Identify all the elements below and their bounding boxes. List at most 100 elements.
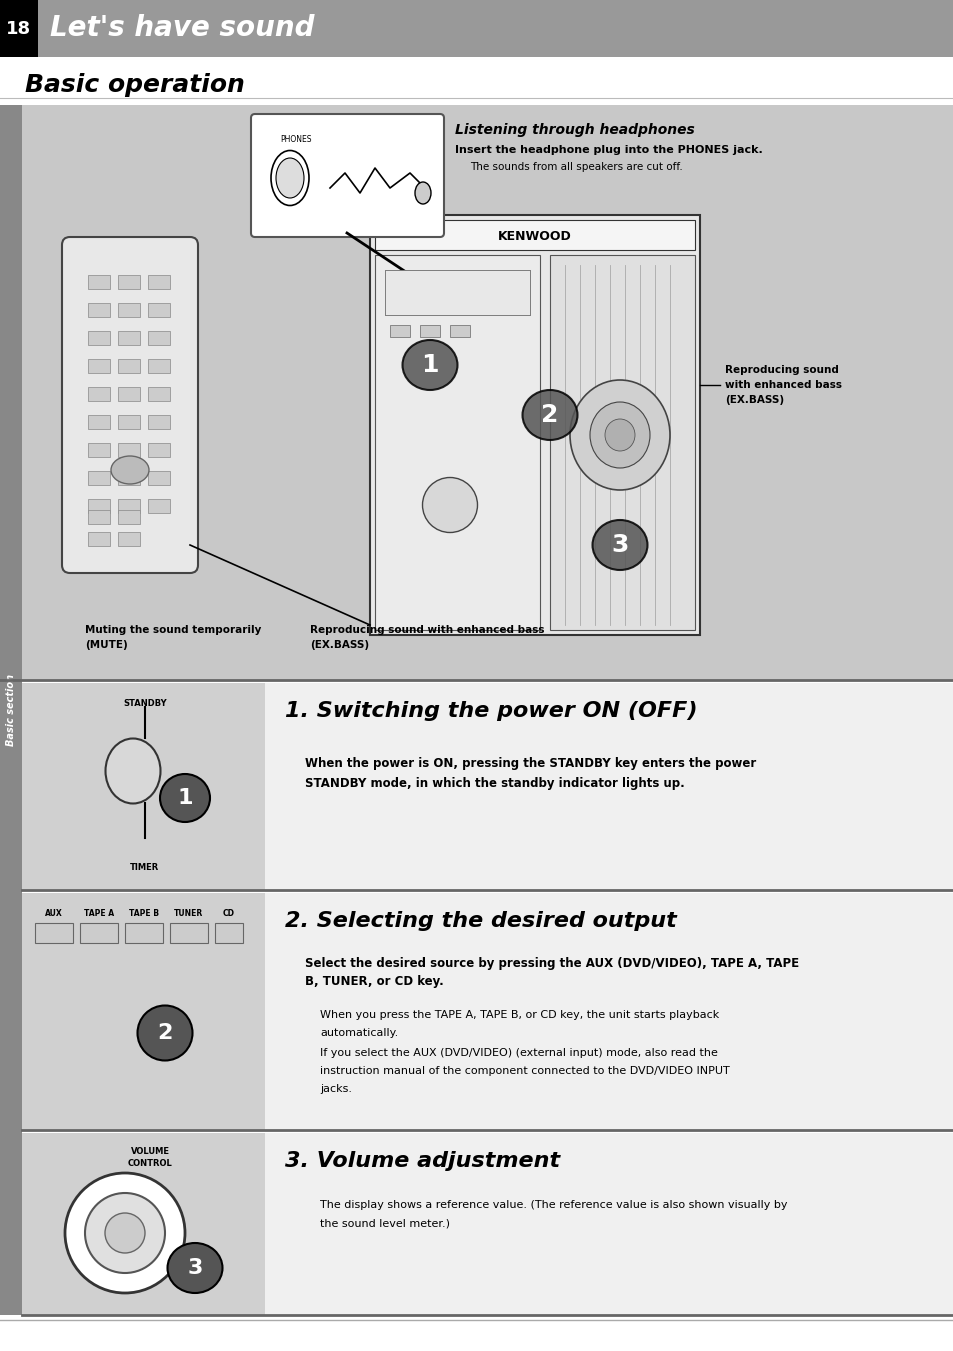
Text: B, TUNER, or CD key.: B, TUNER, or CD key. [305, 974, 443, 988]
Bar [118, 443, 140, 457]
Bar [88, 303, 110, 317]
Bar [148, 471, 170, 485]
Bar [390, 326, 410, 336]
Ellipse shape [522, 390, 577, 440]
Text: If you select the AUX (DVD/VIDEO) (external input) mode, also read the: If you select the AUX (DVD/VIDEO) (exter… [319, 1048, 717, 1058]
FancyBboxPatch shape [251, 113, 443, 236]
Bar [148, 276, 170, 289]
Bar [118, 303, 140, 317]
Ellipse shape [589, 403, 649, 467]
Bar [118, 386, 140, 401]
Bar [118, 331, 140, 345]
Bar [0, 0, 953, 57]
Text: Select the desired source by pressing the AUX (DVD/VIDEO), TAPE A, TAPE: Select the desired source by pressing th… [305, 957, 799, 970]
Ellipse shape [592, 520, 647, 570]
Ellipse shape [422, 477, 477, 532]
Text: Listening through headphones: Listening through headphones [455, 123, 694, 136]
Ellipse shape [275, 158, 304, 199]
Text: automatically.: automatically. [319, 1028, 397, 1038]
Bar [22, 893, 953, 1129]
Ellipse shape [168, 1243, 222, 1293]
Ellipse shape [271, 150, 309, 205]
Bar [148, 443, 170, 457]
Text: PHONES: PHONES [280, 135, 312, 145]
Text: 2: 2 [157, 1023, 172, 1043]
Ellipse shape [65, 1173, 185, 1293]
Text: Reproducing sound: Reproducing sound [724, 365, 838, 376]
Bar [118, 509, 140, 524]
Text: Reproducing sound with enhanced bass: Reproducing sound with enhanced bass [310, 626, 544, 635]
Bar [370, 215, 700, 635]
Text: (EX.BASS): (EX.BASS) [724, 394, 783, 405]
Bar [88, 532, 110, 546]
Text: VOLUME: VOLUME [131, 1147, 170, 1155]
Bar [22, 1133, 265, 1315]
Bar [22, 684, 265, 890]
Bar [88, 509, 110, 524]
Text: (EX.BASS): (EX.BASS) [310, 640, 369, 650]
Ellipse shape [85, 1193, 165, 1273]
Bar [385, 270, 530, 315]
Text: Basic section: Basic section [6, 674, 16, 746]
Bar [125, 923, 163, 943]
Bar [88, 415, 110, 430]
Bar [88, 471, 110, 485]
Bar [88, 443, 110, 457]
Ellipse shape [111, 457, 149, 484]
Ellipse shape [415, 182, 431, 204]
Text: instruction manual of the component connected to the DVD/VIDEO INPUT: instruction manual of the component conn… [319, 1066, 729, 1075]
Bar [450, 326, 470, 336]
FancyBboxPatch shape [62, 236, 198, 573]
Ellipse shape [604, 419, 635, 451]
Bar [118, 471, 140, 485]
Text: 3. Volume adjustment: 3. Volume adjustment [285, 1151, 559, 1171]
Bar [148, 303, 170, 317]
Text: KENWOOD: KENWOOD [497, 231, 571, 243]
Bar [0, 105, 22, 1315]
Text: jacks.: jacks. [319, 1084, 352, 1094]
Bar [385, 270, 530, 315]
Bar [375, 255, 539, 630]
Text: STANDBY mode, in which the standby indicator lights up.: STANDBY mode, in which the standby indic… [305, 777, 684, 789]
Text: Insert the headphone plug into the PHONES jack.: Insert the headphone plug into the PHONE… [455, 145, 762, 155]
Bar [118, 415, 140, 430]
Text: Basic operation: Basic operation [25, 73, 245, 97]
Bar [118, 532, 140, 546]
Bar [118, 359, 140, 373]
Bar [550, 255, 695, 630]
Text: When the power is ON, pressing the STANDBY key enters the power: When the power is ON, pressing the STAND… [305, 757, 756, 770]
Text: 3: 3 [187, 1258, 202, 1278]
Text: TUNER: TUNER [174, 908, 203, 917]
Text: 2: 2 [540, 403, 558, 427]
Bar [148, 359, 170, 373]
Text: 3: 3 [611, 534, 628, 557]
Bar [88, 499, 110, 513]
Bar [88, 331, 110, 345]
Text: 1. Switching the power ON (OFF): 1. Switching the power ON (OFF) [285, 701, 697, 721]
Bar [148, 499, 170, 513]
Ellipse shape [106, 739, 160, 804]
Ellipse shape [105, 1213, 145, 1252]
Bar [148, 331, 170, 345]
Bar [148, 386, 170, 401]
Ellipse shape [569, 380, 669, 490]
Text: 1: 1 [177, 788, 193, 808]
Bar [419, 326, 439, 336]
Text: Muting the sound temporarily: Muting the sound temporarily [85, 626, 261, 635]
Bar [22, 684, 953, 890]
Text: TAPE A: TAPE A [84, 908, 114, 917]
Text: TIMER: TIMER [131, 863, 159, 873]
Bar [80, 923, 118, 943]
Text: STANDBY: STANDBY [123, 698, 167, 708]
Text: When you press the TAPE A, TAPE B, or CD key, the unit starts playback: When you press the TAPE A, TAPE B, or CD… [319, 1011, 719, 1020]
Text: AUX: AUX [45, 908, 63, 917]
Bar [118, 276, 140, 289]
Bar [214, 923, 243, 943]
Bar [22, 893, 265, 1129]
Text: CONTROL: CONTROL [128, 1159, 172, 1167]
Bar [88, 386, 110, 401]
Bar [375, 220, 695, 250]
Bar [35, 923, 73, 943]
Text: The sounds from all speakers are cut off.: The sounds from all speakers are cut off… [470, 162, 682, 172]
Bar [88, 276, 110, 289]
